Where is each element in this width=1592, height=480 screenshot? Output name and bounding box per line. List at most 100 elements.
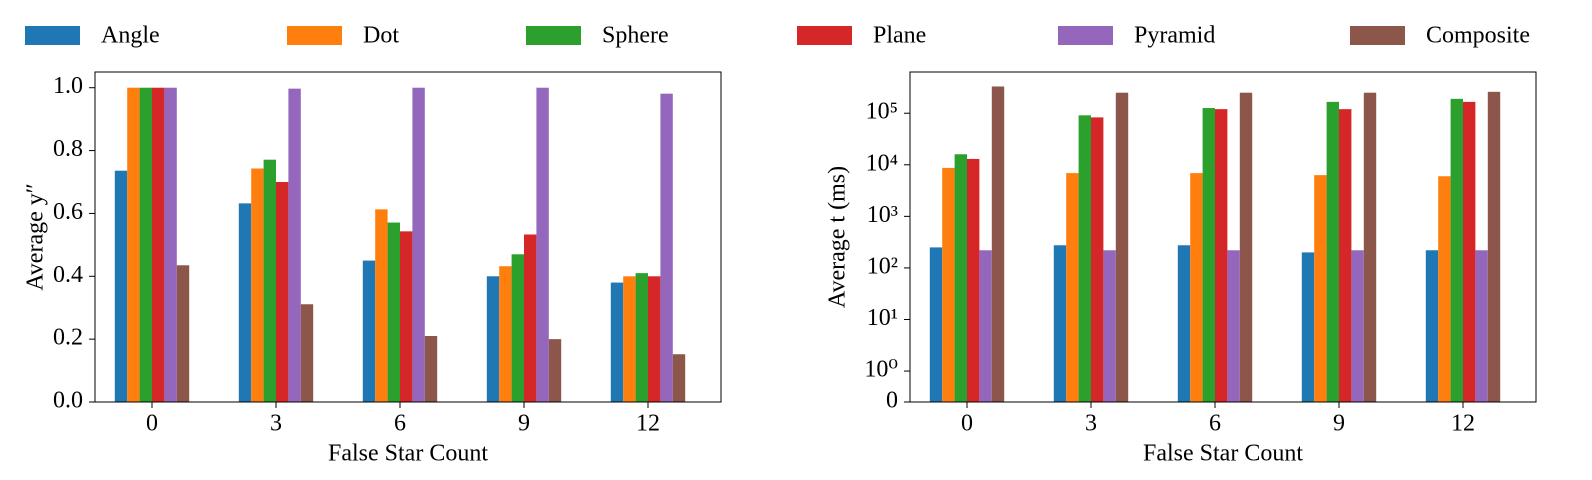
legend-label: Composite [1426, 23, 1530, 49]
y-tick-label: 10⁵ [866, 99, 898, 125]
y-tick-label: 0.6 [53, 199, 83, 225]
bar [1227, 250, 1240, 402]
y-tick-label: 0.2 [53, 325, 83, 351]
x-axis-label: False Star Count [1143, 441, 1303, 467]
bar [1363, 92, 1377, 403]
bar [164, 87, 177, 402]
bar [1053, 245, 1067, 402]
bar [1103, 250, 1116, 402]
legend-label: Sphere [602, 23, 669, 49]
y-tick-label: 1.0 [53, 73, 83, 99]
bar [139, 87, 152, 402]
bar [942, 167, 955, 402]
x-tick-label: 0 [961, 411, 973, 437]
bar [1475, 250, 1488, 402]
legend-swatch [1350, 26, 1405, 45]
legend-swatch [25, 26, 80, 45]
bar [967, 158, 980, 402]
bar [152, 87, 165, 402]
bar [1450, 98, 1463, 403]
bar [276, 182, 289, 402]
bar [238, 203, 252, 402]
bar [511, 254, 524, 402]
bar [672, 354, 686, 402]
x-tick-label: 12 [636, 411, 660, 437]
bar [114, 170, 128, 402]
legend-label: Plane [873, 23, 926, 49]
y-axis-label: Average t (ms) [825, 166, 851, 308]
y-tick-label: 0.8 [53, 136, 83, 162]
y-tick-label: 10¹ [867, 305, 898, 331]
plot-frame [909, 71, 1537, 403]
bar [660, 93, 673, 402]
y-tick-label: 10³ [867, 202, 898, 228]
bar [623, 276, 636, 402]
x-tick-label: 12 [1451, 411, 1475, 437]
x-tick-label: 3 [270, 411, 282, 437]
bar [1326, 101, 1339, 402]
bar [412, 87, 425, 402]
plot-frame [94, 71, 722, 403]
legend-swatch [797, 26, 852, 45]
legend-label: Angle [101, 23, 160, 49]
bar [524, 234, 537, 402]
bar [1314, 175, 1327, 402]
y-tick-label: 0 [886, 388, 898, 414]
y-tick-label: 10⁰ [864, 357, 898, 383]
bar [979, 250, 992, 402]
bar [1239, 92, 1253, 403]
bar [1339, 109, 1352, 403]
bar [1115, 92, 1129, 403]
y-tick-label: 0.0 [53, 388, 83, 414]
bar [1487, 91, 1501, 402]
bar [400, 231, 413, 402]
bar [1202, 108, 1215, 402]
legend-swatch [1058, 26, 1113, 45]
bar [1301, 252, 1315, 402]
x-tick-label: 3 [1085, 411, 1097, 437]
bar [1351, 250, 1364, 402]
y-tick-label: 10⁴ [866, 150, 898, 176]
bar [1078, 115, 1091, 402]
bar [176, 265, 190, 402]
x-tick-label: 0 [146, 411, 158, 437]
bar [362, 260, 376, 402]
bar [127, 87, 140, 402]
bar [991, 86, 1005, 402]
bar [929, 247, 943, 402]
bar [1463, 101, 1476, 402]
bar [387, 222, 400, 402]
bar [610, 282, 624, 402]
x-tick-label: 9 [518, 411, 530, 437]
y-axis-label: Average y″ [23, 183, 49, 291]
bar [548, 339, 562, 402]
legend-label: Pyramid [1134, 23, 1215, 49]
legend-label: Dot [363, 23, 399, 49]
bar [536, 87, 549, 402]
bar [300, 304, 314, 402]
bar [1438, 176, 1451, 402]
bar [499, 266, 512, 402]
bar [1091, 117, 1104, 402]
legend-swatch [526, 26, 581, 45]
bar [1425, 250, 1439, 402]
x-tick-label: 6 [1209, 411, 1221, 437]
bar [1190, 173, 1203, 402]
bar [648, 276, 661, 402]
x-tick-label: 6 [394, 411, 406, 437]
bar [251, 168, 264, 402]
y-tick-label: 0.4 [53, 262, 83, 288]
bar [424, 336, 438, 402]
bar [288, 88, 301, 403]
bar [1215, 109, 1228, 403]
x-axis-label: False Star Count [328, 441, 488, 467]
x-tick-label: 9 [1333, 411, 1345, 437]
y-tick-label: 10² [867, 253, 898, 279]
bar [263, 159, 276, 402]
bar [954, 154, 967, 402]
bar [635, 273, 648, 402]
legend-swatch [287, 26, 342, 45]
bar [375, 209, 388, 402]
bar [1066, 173, 1079, 402]
